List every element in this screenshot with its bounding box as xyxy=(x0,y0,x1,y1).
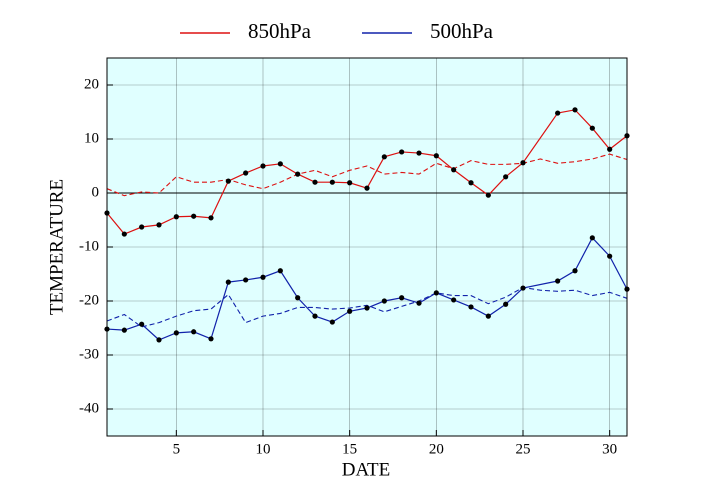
data-point xyxy=(381,154,387,160)
data-point xyxy=(139,321,145,327)
data-point xyxy=(243,170,249,176)
data-point xyxy=(139,224,145,230)
plot-background xyxy=(107,58,627,436)
normal-line xyxy=(106,153,628,197)
x-tick-label: 25 xyxy=(516,441,531,457)
data-point xyxy=(399,149,405,155)
data-point xyxy=(277,161,283,167)
legend-label: 500hPa xyxy=(430,19,494,43)
data-point xyxy=(555,278,561,284)
data-point xyxy=(364,185,370,191)
data-point xyxy=(468,180,474,186)
data-point xyxy=(416,150,422,156)
data-point xyxy=(433,153,439,159)
y-tick-label: 0 xyxy=(92,184,100,200)
data-point xyxy=(260,163,266,169)
data-point xyxy=(607,253,613,259)
data-point xyxy=(295,171,301,177)
data-point xyxy=(277,268,283,274)
data-point xyxy=(555,110,561,116)
data-point xyxy=(416,300,422,306)
data-point xyxy=(381,298,387,304)
x-tick-label: 15 xyxy=(342,441,357,457)
data-point xyxy=(156,222,162,228)
series-line xyxy=(106,236,628,341)
data-point xyxy=(347,308,353,314)
data-point xyxy=(191,213,197,219)
data-point xyxy=(225,178,231,184)
data-point xyxy=(572,268,578,274)
y-axis-label: TEMPERATURE xyxy=(46,179,67,315)
data-point xyxy=(121,231,127,237)
data-point xyxy=(468,304,474,310)
data-point xyxy=(451,297,457,303)
data-point xyxy=(156,337,162,343)
data-point xyxy=(347,180,353,186)
data-point xyxy=(433,290,439,296)
x-tick-label: 20 xyxy=(429,441,444,457)
x-tick-label: 30 xyxy=(602,441,617,457)
data-point xyxy=(485,313,491,319)
data-point xyxy=(607,146,613,152)
data-point xyxy=(243,277,249,283)
data-point xyxy=(589,235,595,241)
data-point xyxy=(451,167,457,173)
data-point xyxy=(485,192,491,198)
y-tick-label: -20 xyxy=(79,292,99,308)
data-point xyxy=(364,305,370,311)
y-tick-label: 20 xyxy=(84,76,99,92)
y-tick-label: -40 xyxy=(79,400,99,416)
data-point xyxy=(260,274,266,280)
data-point xyxy=(208,215,214,221)
x-axis-label: DATE xyxy=(342,459,391,480)
data-point xyxy=(121,327,127,333)
plot-frame xyxy=(106,57,628,437)
series-line xyxy=(106,109,628,235)
x-tick-label: 5 xyxy=(173,441,181,457)
y-tick-label: 10 xyxy=(84,130,99,146)
data-point xyxy=(312,179,318,185)
data-point xyxy=(572,107,578,113)
data-point xyxy=(503,174,509,180)
data-point xyxy=(329,319,335,325)
data-point xyxy=(589,125,595,131)
data-point xyxy=(503,301,509,307)
normal-line xyxy=(106,286,628,328)
data-point xyxy=(329,179,335,185)
y-tick-label: -10 xyxy=(79,238,99,254)
data-point xyxy=(208,336,214,342)
data-point xyxy=(312,313,318,319)
data-point xyxy=(173,214,179,220)
data-point xyxy=(225,279,231,285)
y-tick-label: -30 xyxy=(79,346,99,362)
legend-label: 850hPa xyxy=(248,19,312,43)
data-point xyxy=(399,295,405,301)
data-point xyxy=(520,160,526,166)
data-point xyxy=(191,329,197,335)
data-point xyxy=(520,285,526,291)
x-tick-label: 10 xyxy=(256,441,271,457)
data-point xyxy=(173,330,179,336)
data-point xyxy=(295,295,301,301)
